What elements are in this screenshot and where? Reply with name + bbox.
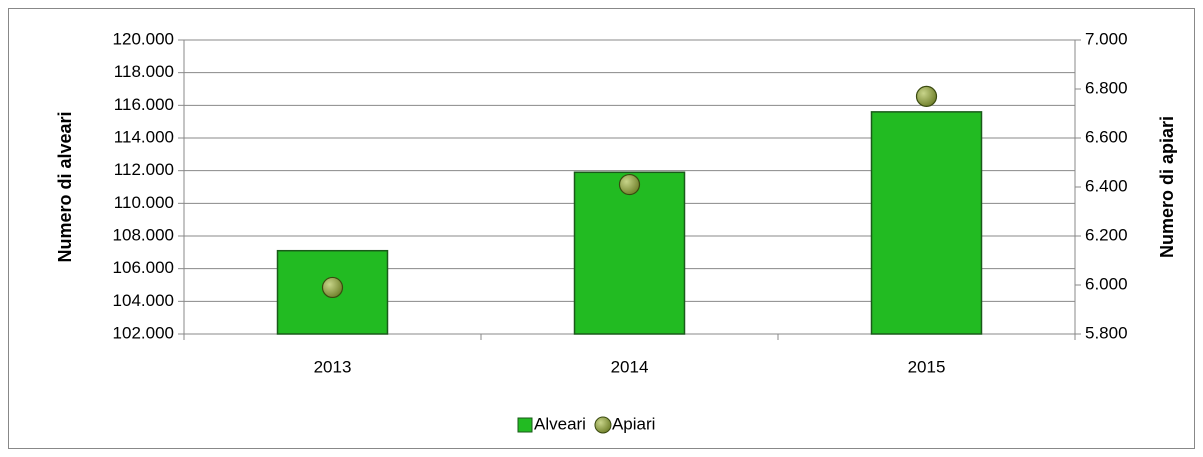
legend-label: Alveari: [534, 414, 586, 433]
y-tick-label: 118.000: [114, 62, 174, 81]
y-tick-label: 120.000: [113, 29, 174, 48]
y-tick-label: 102.000: [113, 323, 174, 342]
y-tick-label: 112.000: [114, 160, 174, 179]
point: [915, 85, 938, 107]
y-axis-title: Numero di alveari: [55, 111, 75, 262]
y2-axis-title: Numero di apiari: [1157, 116, 1177, 258]
y2-tick-label: 6.400: [1085, 176, 1128, 195]
bar: [870, 111, 983, 335]
legend-label: Apiari: [612, 414, 655, 433]
bar: [573, 171, 686, 335]
legend-swatch: [594, 416, 612, 434]
y-tick-label: 108.000: [113, 225, 174, 244]
x-tick-label: 2014: [611, 357, 649, 376]
y2-tick-label: 6.800: [1085, 78, 1128, 97]
point: [618, 173, 641, 196]
y2-tick-label: 6.000: [1085, 274, 1128, 293]
y-tick-label: 116.000: [114, 95, 174, 114]
y2-tick-label: 5.800: [1085, 323, 1128, 342]
y2-tick-label: 6.600: [1085, 127, 1128, 146]
y2-tick-label: 6.200: [1085, 225, 1128, 244]
y-tick-label: 110.000: [114, 193, 174, 212]
legend-swatch: [517, 417, 533, 433]
y-tick-label: 104.000: [113, 291, 174, 310]
y-tick-label: 114.000: [114, 127, 174, 146]
x-tick-label: 2015: [908, 357, 946, 376]
x-tick-label: 2013: [314, 357, 352, 376]
point: [321, 276, 344, 299]
y-tick-label: 106.000: [113, 258, 174, 277]
y2-tick-label: 7.000: [1085, 29, 1128, 48]
